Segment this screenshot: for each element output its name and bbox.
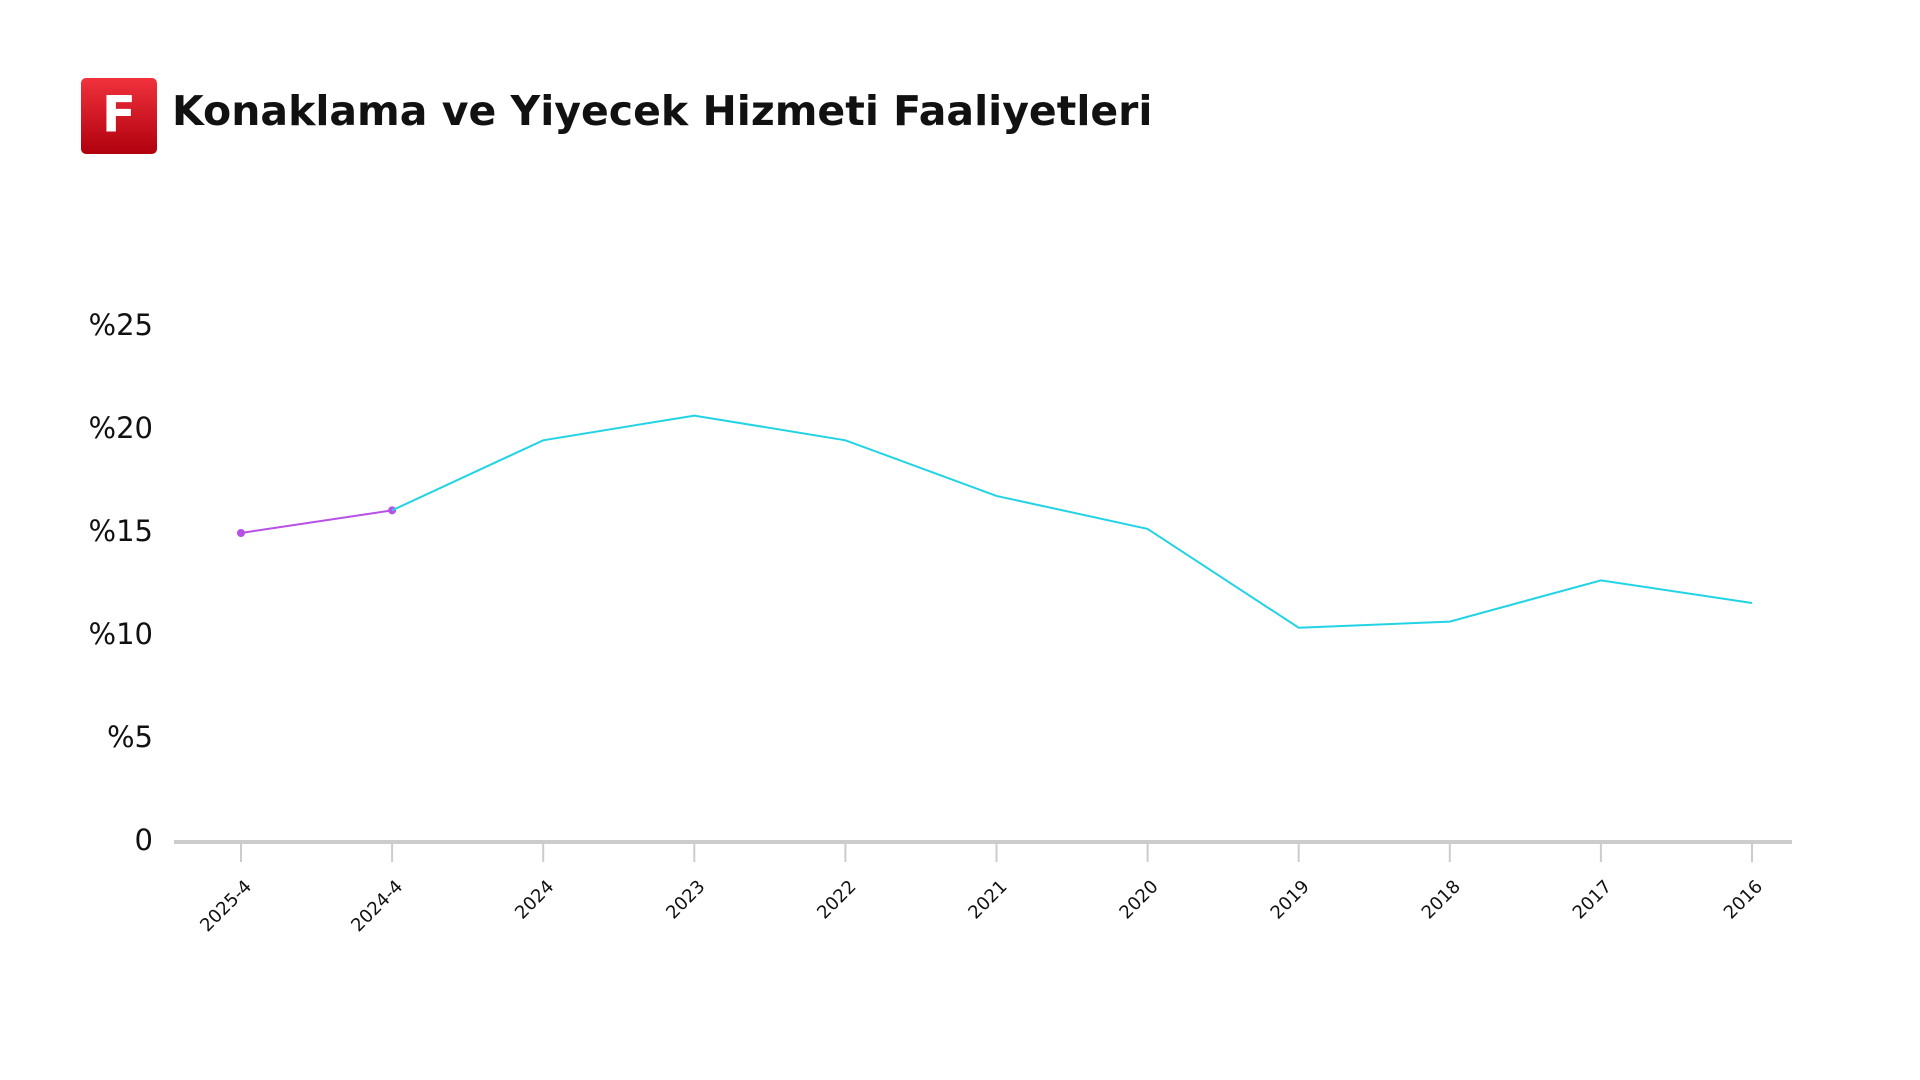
series-line: [391, 414, 1753, 629]
x-tick-label: 2022: [813, 876, 860, 923]
x-tick-label: 2021: [964, 876, 1011, 923]
x-tick-label: 2019: [1267, 876, 1314, 923]
y-tick-label: %15: [89, 514, 153, 548]
series-line: [240, 509, 393, 534]
x-tick-label: 2020: [1115, 876, 1162, 923]
logo-text: F: [102, 86, 136, 144]
x-tick-label: 2016: [1720, 876, 1767, 923]
y-tick-label: %25: [89, 308, 153, 342]
x-tick-label: 2024: [511, 876, 558, 923]
x-tick-label: 2017: [1569, 876, 1616, 923]
x-tick-label: 2025-4: [196, 876, 256, 936]
y-tick-label: %5: [107, 720, 153, 754]
y-tick-label: 0: [135, 823, 153, 857]
x-tick-label: 2023: [662, 876, 709, 923]
x-tick-label: 2018: [1418, 876, 1465, 923]
chart-title: Konaklama ve Yiyecek Hizmeti Faaliyetler…: [172, 87, 1152, 135]
x-tick-label: 2024-4: [347, 876, 407, 936]
logo-box: [81, 78, 157, 154]
y-tick-label: %10: [89, 617, 153, 651]
y-tick-label: %20: [89, 411, 153, 445]
point: [237, 529, 245, 537]
